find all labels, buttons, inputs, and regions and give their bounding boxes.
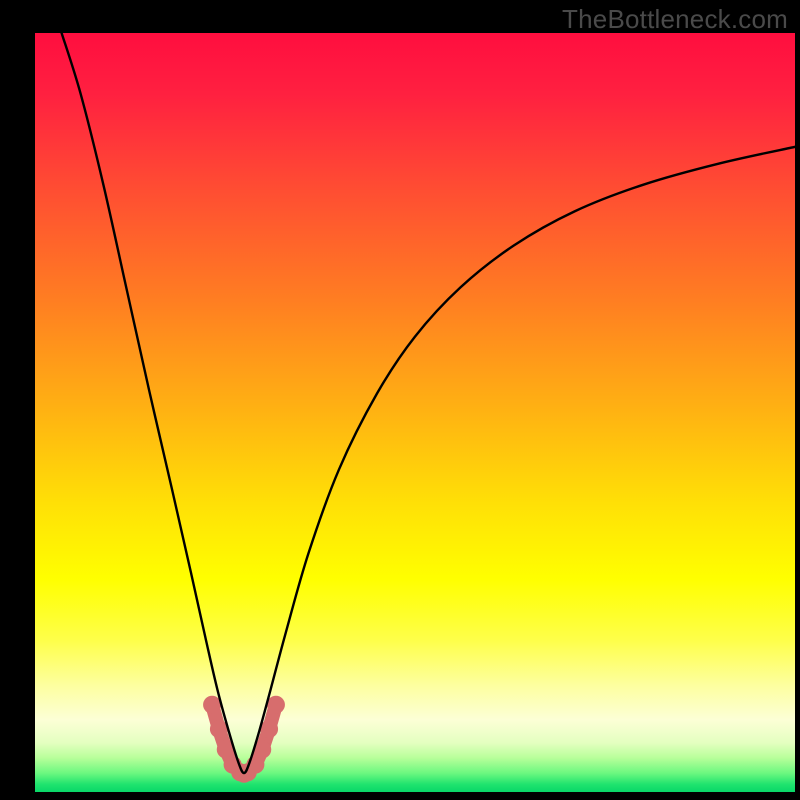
gradient-background xyxy=(35,33,795,792)
chart-stage: TheBottleneck.com xyxy=(0,0,800,800)
watermark-text: TheBottleneck.com xyxy=(562,4,788,35)
plot-area xyxy=(35,33,795,792)
